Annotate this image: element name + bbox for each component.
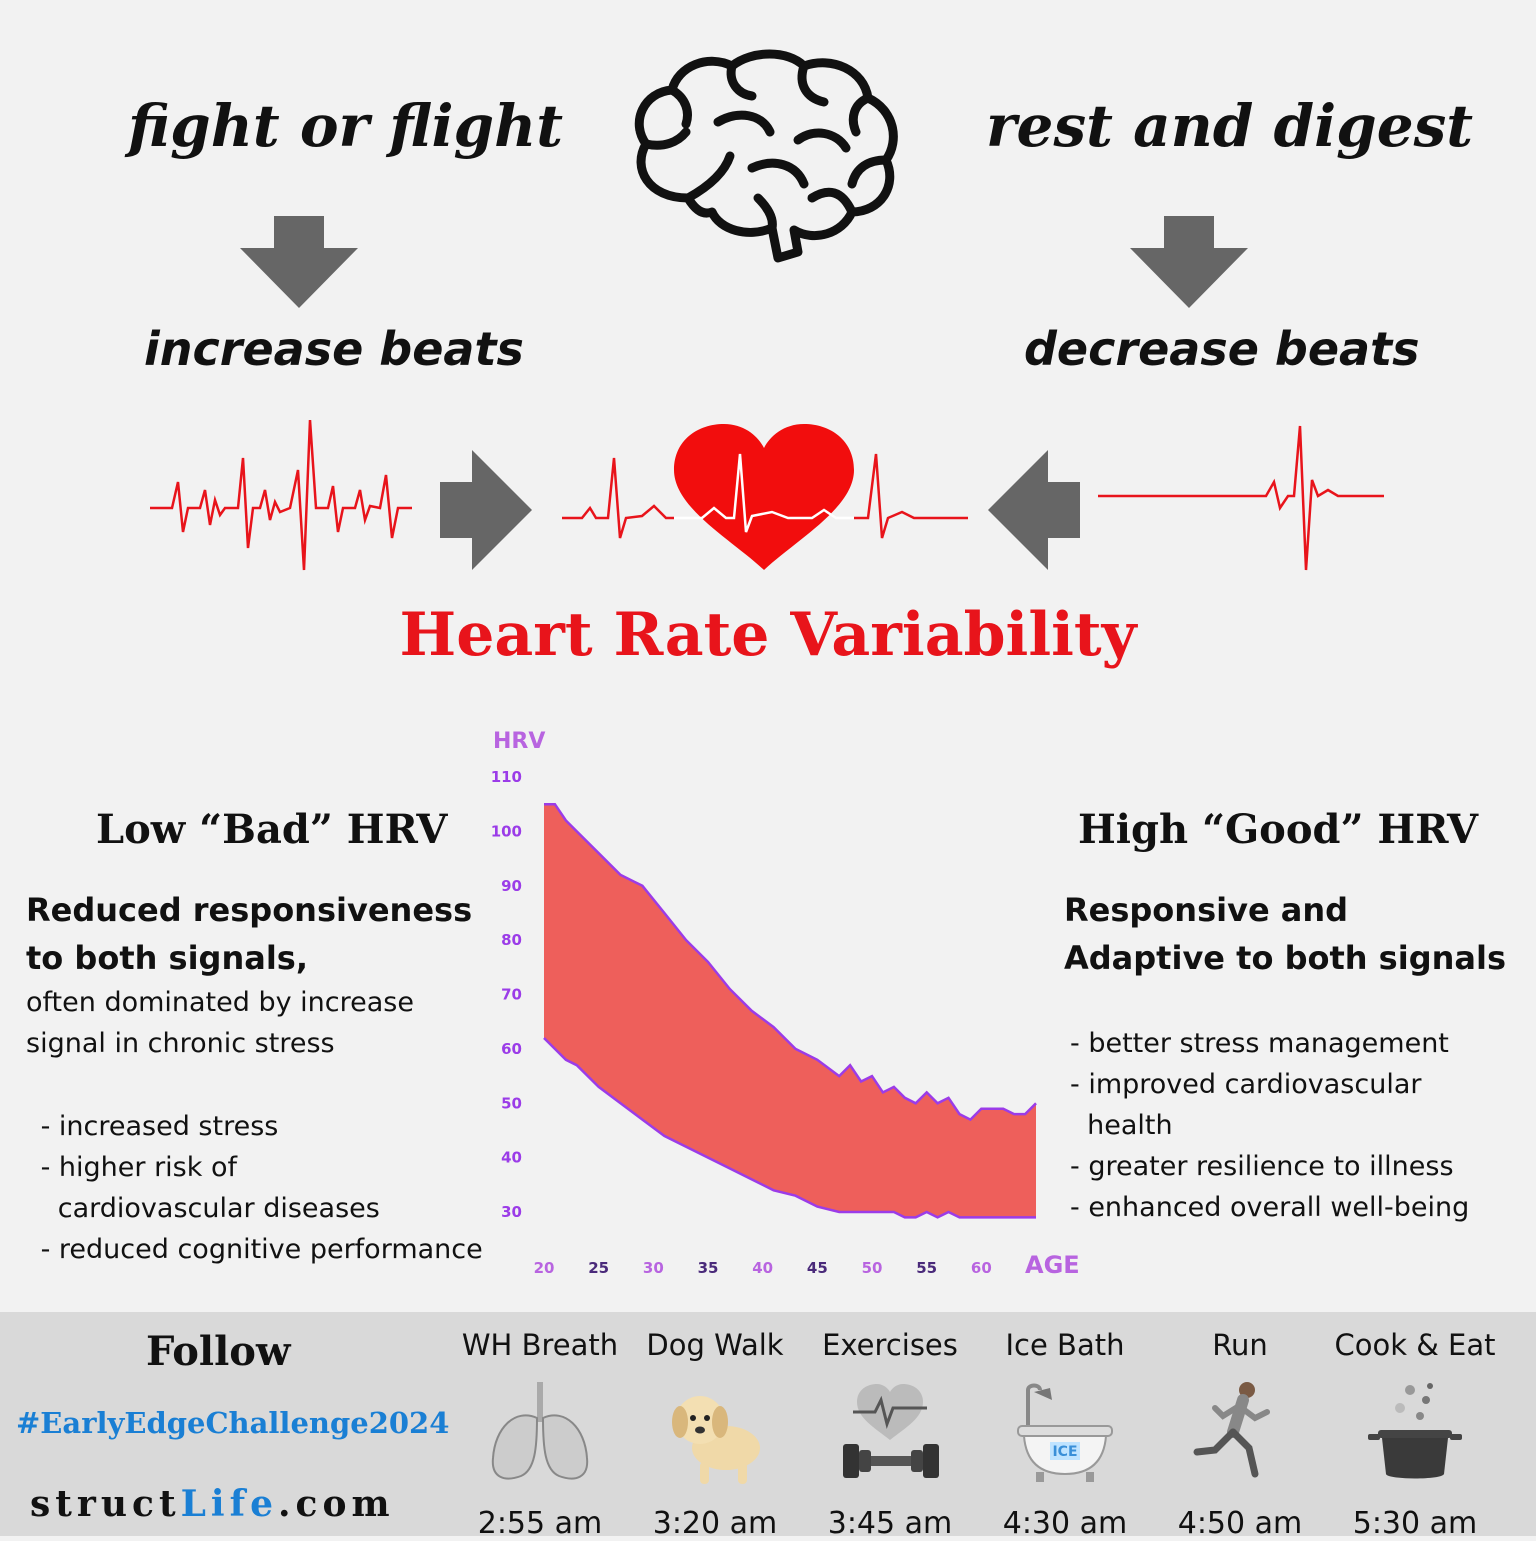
- upper-hrv-line: [544, 802, 1037, 1122]
- list-item: - better stress management: [1070, 1028, 1449, 1059]
- decrease-beats-label: decrease beats: [1024, 322, 1420, 376]
- x-tick-label: 25: [588, 1259, 609, 1277]
- activity-time: 3:45 am: [827, 1506, 953, 1541]
- ice-bath-icon: ICE: [1017, 1383, 1113, 1482]
- lungs-icon: [491, 1382, 589, 1480]
- activity-wh-breath: WH Breath 2:55 am: [450, 1328, 630, 1541]
- list-item: - higher risk of: [32, 1152, 237, 1183]
- low-hrv-subheading: Reduced responsiveness to both signals,: [26, 886, 486, 982]
- y-tick-label: 60: [501, 1040, 522, 1058]
- right-arrow-icon: [440, 450, 532, 570]
- y-axis-label: HRV: [493, 729, 545, 754]
- fast-ecg-waveform: [150, 420, 412, 571]
- increase-beats-label: increase beats: [144, 322, 524, 376]
- main-title: Heart Rate Variability: [399, 600, 1137, 670]
- y-tick-label: 90: [501, 877, 522, 895]
- activity-label: Dog Walk: [646, 1328, 784, 1362]
- low-hrv-effects-list: - increased stress - higher risk of card…: [32, 1106, 502, 1270]
- svg-text:ICE: ICE: [1052, 1444, 1077, 1460]
- x-tick-label: 20: [534, 1259, 555, 1277]
- activity-label: Exercises: [822, 1328, 958, 1362]
- list-item: - reduced cognitive performance: [32, 1234, 483, 1265]
- y-tick-label: 50: [501, 1094, 522, 1112]
- x-tick-label: 45: [807, 1259, 828, 1277]
- y-tick-label: 30: [501, 1203, 522, 1221]
- fight-or-flight-title: fight or flight: [128, 92, 564, 160]
- low-desc-line: signal in chronic stress: [26, 1028, 335, 1059]
- low-subheading-line: to both signals,: [26, 939, 308, 977]
- heart-ecg-icon: [562, 424, 968, 570]
- slow-ecg-waveform: [1098, 425, 1384, 571]
- x-tick-label: 40: [752, 1259, 773, 1277]
- dumbbell-icon: [843, 1384, 939, 1478]
- activity-time: 3:20 am: [652, 1506, 778, 1541]
- y-tick-label: 70: [501, 986, 522, 1004]
- activity-run: Run 4:50 am: [1150, 1328, 1330, 1541]
- high-subheading-line: Responsive and: [1064, 891, 1349, 929]
- down-arrow-icon: [1130, 216, 1248, 308]
- y-tick-label: 110: [491, 768, 522, 786]
- site-part: struct: [30, 1483, 181, 1525]
- activity-ice-bath: Ice Bath ICE 4:30 am: [975, 1328, 1155, 1541]
- brain-icon: [634, 49, 898, 263]
- hrv-age-chart: HRV AGE 110 100 90 80 70 60 50 40 30 20 25 30 35 40 4…: [491, 729, 1080, 1279]
- activity-dog-walk: Dog Walk 3:20 am: [625, 1328, 805, 1541]
- y-tick-label: 40: [501, 1149, 522, 1167]
- left-arrow-icon: [988, 450, 1080, 570]
- low-desc-line: often dominated by increase: [26, 987, 414, 1018]
- low-subheading-line: Reduced responsiveness: [26, 891, 473, 929]
- low-hrv-heading: Low “Bad” HRV: [96, 806, 448, 853]
- x-tick-label: 60: [971, 1259, 992, 1277]
- activity-label: Ice Bath: [1005, 1328, 1125, 1362]
- x-tick-label: 55: [916, 1259, 937, 1277]
- list-item: cardiovascular diseases: [32, 1193, 380, 1224]
- high-hrv-subheading: Responsive and Adaptive to both signals: [1064, 886, 1524, 982]
- x-tick-label: 50: [862, 1259, 883, 1277]
- y-tick-label: 80: [501, 931, 522, 949]
- activity-time: 4:30 am: [1002, 1506, 1128, 1541]
- list-item: health: [1070, 1110, 1173, 1141]
- list-item: - improved cardiovascular: [1070, 1069, 1422, 1100]
- activity-label: Run: [1212, 1328, 1268, 1362]
- x-tick-label: 30: [643, 1259, 664, 1277]
- hrv-range-area: [544, 804, 1036, 1218]
- y-tick-label: 100: [491, 822, 522, 840]
- x-tick-label: 35: [698, 1259, 719, 1277]
- activity-time: 4:50 am: [1177, 1506, 1303, 1541]
- high-hrv-benefits-list: - better stress management - improved ca…: [1070, 1023, 1530, 1228]
- down-arrow-icon: [240, 216, 358, 308]
- activity-cook-and-eat: Cook & Eat 5:30 am: [1325, 1328, 1505, 1541]
- hashtag-link[interactable]: #EarlyEdgeChallenge2024: [16, 1406, 450, 1440]
- rest-and-digest-title: rest and digest: [986, 92, 1474, 160]
- activity-label: WH Breath: [461, 1328, 619, 1362]
- website-link[interactable]: structLife.com: [30, 1483, 395, 1525]
- footer-bar: [0, 1312, 1536, 1536]
- puppy-icon: [672, 1396, 760, 1484]
- follow-label: Follow: [146, 1328, 291, 1375]
- site-part-highlight: Life: [180, 1483, 278, 1525]
- activity-label: Cook & Eat: [1334, 1328, 1496, 1362]
- high-subheading-line: Adaptive to both signals: [1064, 939, 1506, 977]
- low-hrv-description: often dominated by increase signal in ch…: [26, 982, 466, 1064]
- cooking-pot-icon: [1368, 1383, 1462, 1479]
- list-item: - increased stress: [32, 1111, 279, 1142]
- high-hrv-heading: High “Good” HRV: [1078, 806, 1479, 853]
- list-item: - greater resilience to illness: [1070, 1151, 1454, 1182]
- activity-time: 5:30 am: [1352, 1506, 1478, 1541]
- lower-hrv-line: [543, 1037, 1036, 1219]
- list-item: - enhanced overall well-being: [1070, 1192, 1470, 1223]
- runner-icon: [1193, 1382, 1270, 1478]
- x-axis-label: AGE: [1025, 1251, 1080, 1279]
- site-part: .com: [277, 1483, 395, 1525]
- activity-exercises: Exercises 3:45 am: [800, 1328, 980, 1541]
- activity-time: 2:55 am: [477, 1506, 603, 1541]
